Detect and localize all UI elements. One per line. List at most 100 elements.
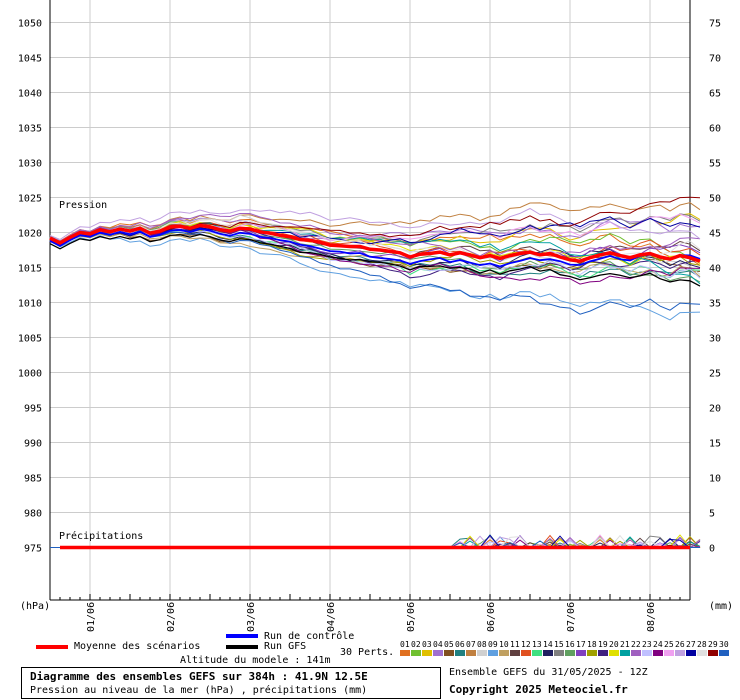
x-tick-label: 04/06	[326, 602, 337, 632]
right-tick-label: 15	[709, 439, 721, 450]
gfs-run-line	[49, 233, 701, 287]
right-tick-label: 10	[709, 474, 721, 485]
right-tick-label: 40	[709, 264, 721, 275]
member-legend-swatch	[653, 650, 663, 656]
right-tick-label: 60	[709, 124, 721, 135]
member-legend-swatch	[466, 650, 476, 656]
left-tick-label: 980	[24, 509, 42, 520]
left-tick-label: 985	[24, 474, 42, 485]
left-tick-label: 1030	[18, 159, 42, 170]
x-tick-label: 01/06	[86, 602, 97, 632]
x-tick-label: 08/06	[646, 602, 657, 632]
left-tick-label: 1020	[18, 229, 42, 240]
member-legend-swatch	[697, 650, 707, 656]
altitude-text: Altitude du modele : 141m	[180, 655, 331, 666]
member-legend-swatch	[510, 650, 520, 656]
legend-control-swatch	[226, 634, 258, 638]
axes	[49, 0, 691, 601]
right-tick-label: 65	[709, 89, 721, 100]
member-legend-number: 22	[631, 640, 641, 649]
member-legend-swatch	[521, 650, 531, 656]
chart-title: Diagramme des ensembles GEFS sur 384h : …	[30, 670, 368, 683]
title-box: Diagramme des ensembles GEFS sur 384h : …	[21, 667, 441, 699]
member-line	[49, 207, 701, 241]
legend-gfs-swatch	[226, 645, 258, 649]
member-legend-swatch	[411, 650, 421, 656]
x-tick-label: 05/06	[406, 602, 417, 632]
member-legend-swatch	[576, 650, 586, 656]
member-legend-swatch	[609, 650, 619, 656]
right-tick-label: 20	[709, 404, 721, 415]
member-legend-swatch	[554, 650, 564, 656]
member-legend-number: 17	[576, 640, 586, 649]
member-legend-number: 16	[565, 640, 575, 649]
right-tick-label: 50	[709, 194, 721, 205]
member-line	[49, 202, 701, 243]
precip-panel-label: Précipitations	[59, 531, 144, 542]
mean-pressure-line	[49, 223, 701, 263]
left-tick-label: 1000	[18, 369, 42, 380]
member-legend-swatch	[422, 650, 432, 656]
member-legend-number: 21	[620, 640, 630, 649]
right-tick-label: 75	[709, 19, 721, 30]
member-legend-swatch	[598, 650, 608, 656]
legend-control-label: Run de contrôle	[264, 631, 355, 642]
member-legend-swatch	[455, 650, 465, 656]
legend-mean-swatch	[36, 645, 68, 649]
left-tick-label: 990	[24, 439, 42, 450]
member-legend-swatch	[499, 650, 509, 656]
member-legend-number: 27	[686, 640, 696, 649]
tick-labels: 975 0 980 5 985 10 990 15 995 20 1000 25 1005 30 1010 3…	[18, 19, 721, 633]
member-legend-swatch	[686, 650, 696, 656]
x-tick-label: 07/06	[566, 602, 577, 632]
member-legend-swatch	[675, 650, 685, 656]
x-tick-label: 02/06	[166, 602, 177, 632]
run-info: Ensemble GEFS du 31/05/2025 - 12Z	[449, 667, 648, 678]
left-tick-label: 1050	[18, 19, 42, 30]
member-legend-swatch	[620, 650, 630, 656]
left-tick-label: 1010	[18, 299, 42, 310]
member-legend-swatch	[488, 650, 498, 656]
left-tick-label: 1015	[18, 264, 42, 275]
grid-lines	[50, 0, 690, 600]
member-legend-swatch	[708, 650, 718, 656]
member-legend-number: 03	[422, 640, 432, 649]
left-tick-label: 995	[24, 404, 42, 415]
member-legend-swatch	[719, 650, 729, 656]
member-legend-number: 11	[510, 640, 520, 649]
left-axis-unit: (hPa)	[20, 601, 51, 612]
legend-members-label: 30 Perts.	[340, 647, 395, 658]
legend-gfs-label: Run GFS	[264, 641, 307, 652]
member-legend-number: 05	[444, 640, 454, 649]
member-legend-number: 14	[543, 640, 553, 649]
member-legend-swatch	[477, 650, 487, 656]
member-legend-number: 19	[598, 640, 608, 649]
member-legend-number: 30	[719, 640, 729, 649]
right-tick-label: 30	[709, 334, 721, 345]
member-legend-swatch	[631, 650, 641, 656]
member-legend-number: 15	[554, 640, 564, 649]
right-tick-label: 25	[709, 369, 721, 380]
control-run-line	[49, 228, 701, 268]
precip-lines	[50, 534, 701, 549]
member-legend-number: 18	[587, 640, 597, 649]
member-legend-number: 26	[675, 640, 685, 649]
chart-subtitle: Pression au niveau de la mer (hPa) , pré…	[30, 685, 368, 696]
member-legend-swatch	[587, 650, 597, 656]
member-line	[49, 225, 701, 285]
member-legend-swatch	[532, 650, 542, 656]
left-tick-label: 1035	[18, 124, 42, 135]
left-tick-label: 1005	[18, 334, 42, 345]
member-legend-number: 07	[466, 640, 476, 649]
member-legend-number: 23	[642, 640, 652, 649]
member-legend-number: 04	[433, 640, 443, 649]
main-lines	[49, 223, 701, 550]
left-tick-label: 1045	[18, 54, 42, 65]
member-legend-number: 06	[455, 640, 465, 649]
left-tick-label: 1040	[18, 89, 42, 100]
member-legend-number: 28	[697, 640, 707, 649]
x-tick-label: 06/06	[486, 602, 497, 632]
member-legend-swatch	[433, 650, 443, 656]
copyright: Copyright 2025 Meteociel.fr	[449, 683, 628, 696]
